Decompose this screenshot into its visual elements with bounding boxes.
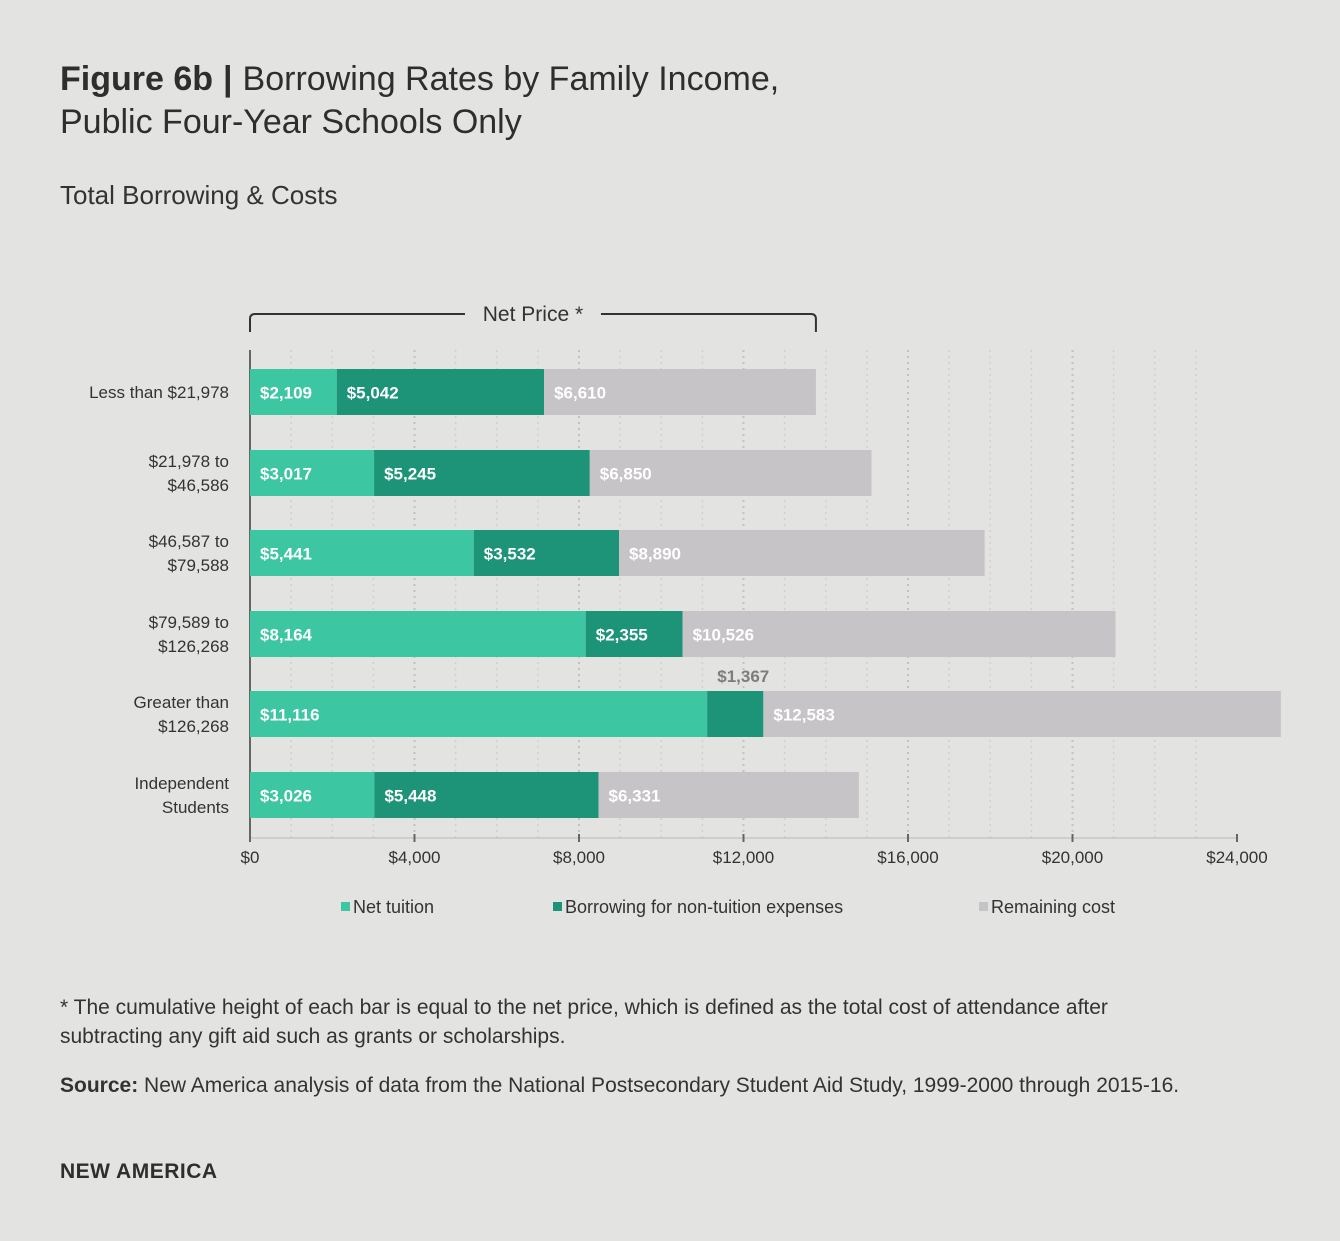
data-label: $5,245 [384,465,436,484]
category-label: $126,268 [158,717,229,736]
title-line-2: Public Four-Year Schools Only [60,103,522,141]
data-label: $2,109 [260,384,312,403]
category-label: $21,978 to [149,452,229,471]
data-label-outside: $1,367 [717,667,769,686]
net-price-bracket-label: Net Price * [483,303,583,326]
net-price-bracket-left [249,313,465,332]
category-label: $46,586 [168,476,229,495]
data-label: $11,116 [260,706,320,725]
bar-segment [544,369,816,415]
bar-segment [336,369,545,415]
legend-swatch [979,902,988,911]
source-text: New America analysis of data from the Na… [138,1074,1180,1097]
net-price-bracket-right [600,313,817,332]
bar-segment [598,772,859,818]
category-label: $79,589 to [149,613,229,632]
bar-segment [250,772,375,818]
source-note: Source: New America analysis of data fro… [60,1071,1180,1100]
data-label: $3,532 [484,545,536,564]
source-label: Source: [60,1074,139,1097]
bar-segment [619,530,985,576]
x-tick-label: $4,000 [389,848,441,867]
category-label: $46,587 to [149,532,229,551]
data-label: $8,164 [260,626,313,645]
bar-segment [707,691,764,737]
bar-segment [763,691,1281,737]
data-label: $10,526 [693,626,754,645]
bar-segment [374,772,599,818]
legend-label: Net tuition [353,897,434,917]
x-tick-label: $20,000 [1042,848,1103,867]
data-label: $6,850 [600,465,652,484]
x-tick-label: $8,000 [553,848,605,867]
data-label: $3,026 [260,787,312,806]
stacked-bar-chart: $0 $4,000 $8,000 $12,000 $16,000 $20,000 $24,0… [89,303,1281,917]
data-label: $8,890 [629,545,681,564]
category-label: $79,588 [168,556,229,575]
legend-label: Borrowing for non-tuition expenses [565,897,843,917]
x-tick-label: $24,000 [1206,848,1267,867]
x-tick-label: $16,000 [877,848,938,867]
data-label: $3,017 [260,465,312,484]
bar-segment [250,530,474,576]
bar-segment [589,450,872,496]
bar-segment [250,691,708,737]
bar-segment [473,530,620,576]
data-label: $12,583 [773,706,834,725]
category-label: $126,268 [158,637,229,656]
category-label: Students [162,798,229,817]
chart-title: Figure 6b | Borrowing Rates by Family Inco… [60,58,1260,144]
title-line-1: Borrowing Rates by Family Income, [242,60,780,98]
data-label: $5,448 [384,787,436,806]
data-label: $2,355 [596,626,648,645]
footnote: * The cumulative height of each bar is e… [60,996,1108,1048]
data-label: $6,610 [554,384,606,403]
data-label: $5,441 [260,545,312,564]
bar-segment [250,611,586,657]
category-label: Independent [134,774,229,793]
x-tick-label: $12,000 [713,848,774,867]
brand-wordmark: NEW AMERICA [60,1160,218,1183]
chart-subtitle: Total Borrowing & Costs [60,180,338,210]
figure-label: Figure 6b [60,60,214,98]
x-tick-label: $0 [241,848,260,867]
legend-swatch [553,902,562,911]
bar-segment [250,369,337,415]
title-separator: | [223,60,233,98]
data-label: $5,042 [347,384,399,403]
data-label: $6,331 [608,787,660,806]
category-label: Less than $21,978 [89,383,229,402]
bar-segment [250,450,375,496]
bar-segment [585,611,683,657]
legend-label: Remaining cost [991,897,1115,917]
bar-segment [374,450,590,496]
bar-segment [682,611,1116,657]
category-label: Greater than [134,693,229,712]
legend-swatch [341,902,350,911]
